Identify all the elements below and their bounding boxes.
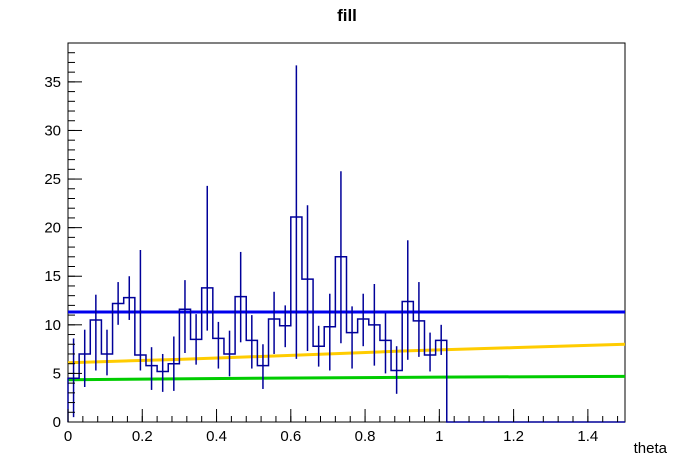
y-tick-label: 35 xyxy=(44,74,61,91)
x-tick-label: 0 xyxy=(64,428,72,445)
x-tick-label: 0.2 xyxy=(132,428,153,445)
y-tick-label: 20 xyxy=(44,220,61,237)
y-tick-label: 15 xyxy=(44,268,61,285)
x-axis-label: theta xyxy=(634,440,668,457)
frame-border xyxy=(67,42,626,423)
x-tick-label: 0.6 xyxy=(280,428,301,445)
axis-tick-labels: 0 0.2 0.4 0.6 0.8 1 1.2 1.4 0 5 10 15 20 25 30 35 xyxy=(44,74,598,445)
x-tick-label: 1.2 xyxy=(503,428,524,445)
rising-yellow-function xyxy=(67,342,626,365)
plot-title: fill xyxy=(337,6,357,25)
histogram xyxy=(67,65,625,423)
flat-green-function xyxy=(67,374,626,382)
y-tick-label: 10 xyxy=(44,317,61,334)
y-tick-label: 0 xyxy=(53,414,61,431)
x-tick-label: 1.4 xyxy=(577,428,598,445)
y-tick-label: 25 xyxy=(44,171,61,188)
x-tick-label: 1 xyxy=(435,428,443,445)
axis-ticks xyxy=(67,42,619,423)
y-tick-label: 5 xyxy=(53,365,61,382)
histogram-outline xyxy=(67,216,625,423)
x-tick-label: 0.4 xyxy=(206,428,227,445)
plot-frame xyxy=(67,42,626,423)
y-tick-label: 30 xyxy=(44,122,61,139)
x-tick-label: 0.8 xyxy=(355,428,376,445)
